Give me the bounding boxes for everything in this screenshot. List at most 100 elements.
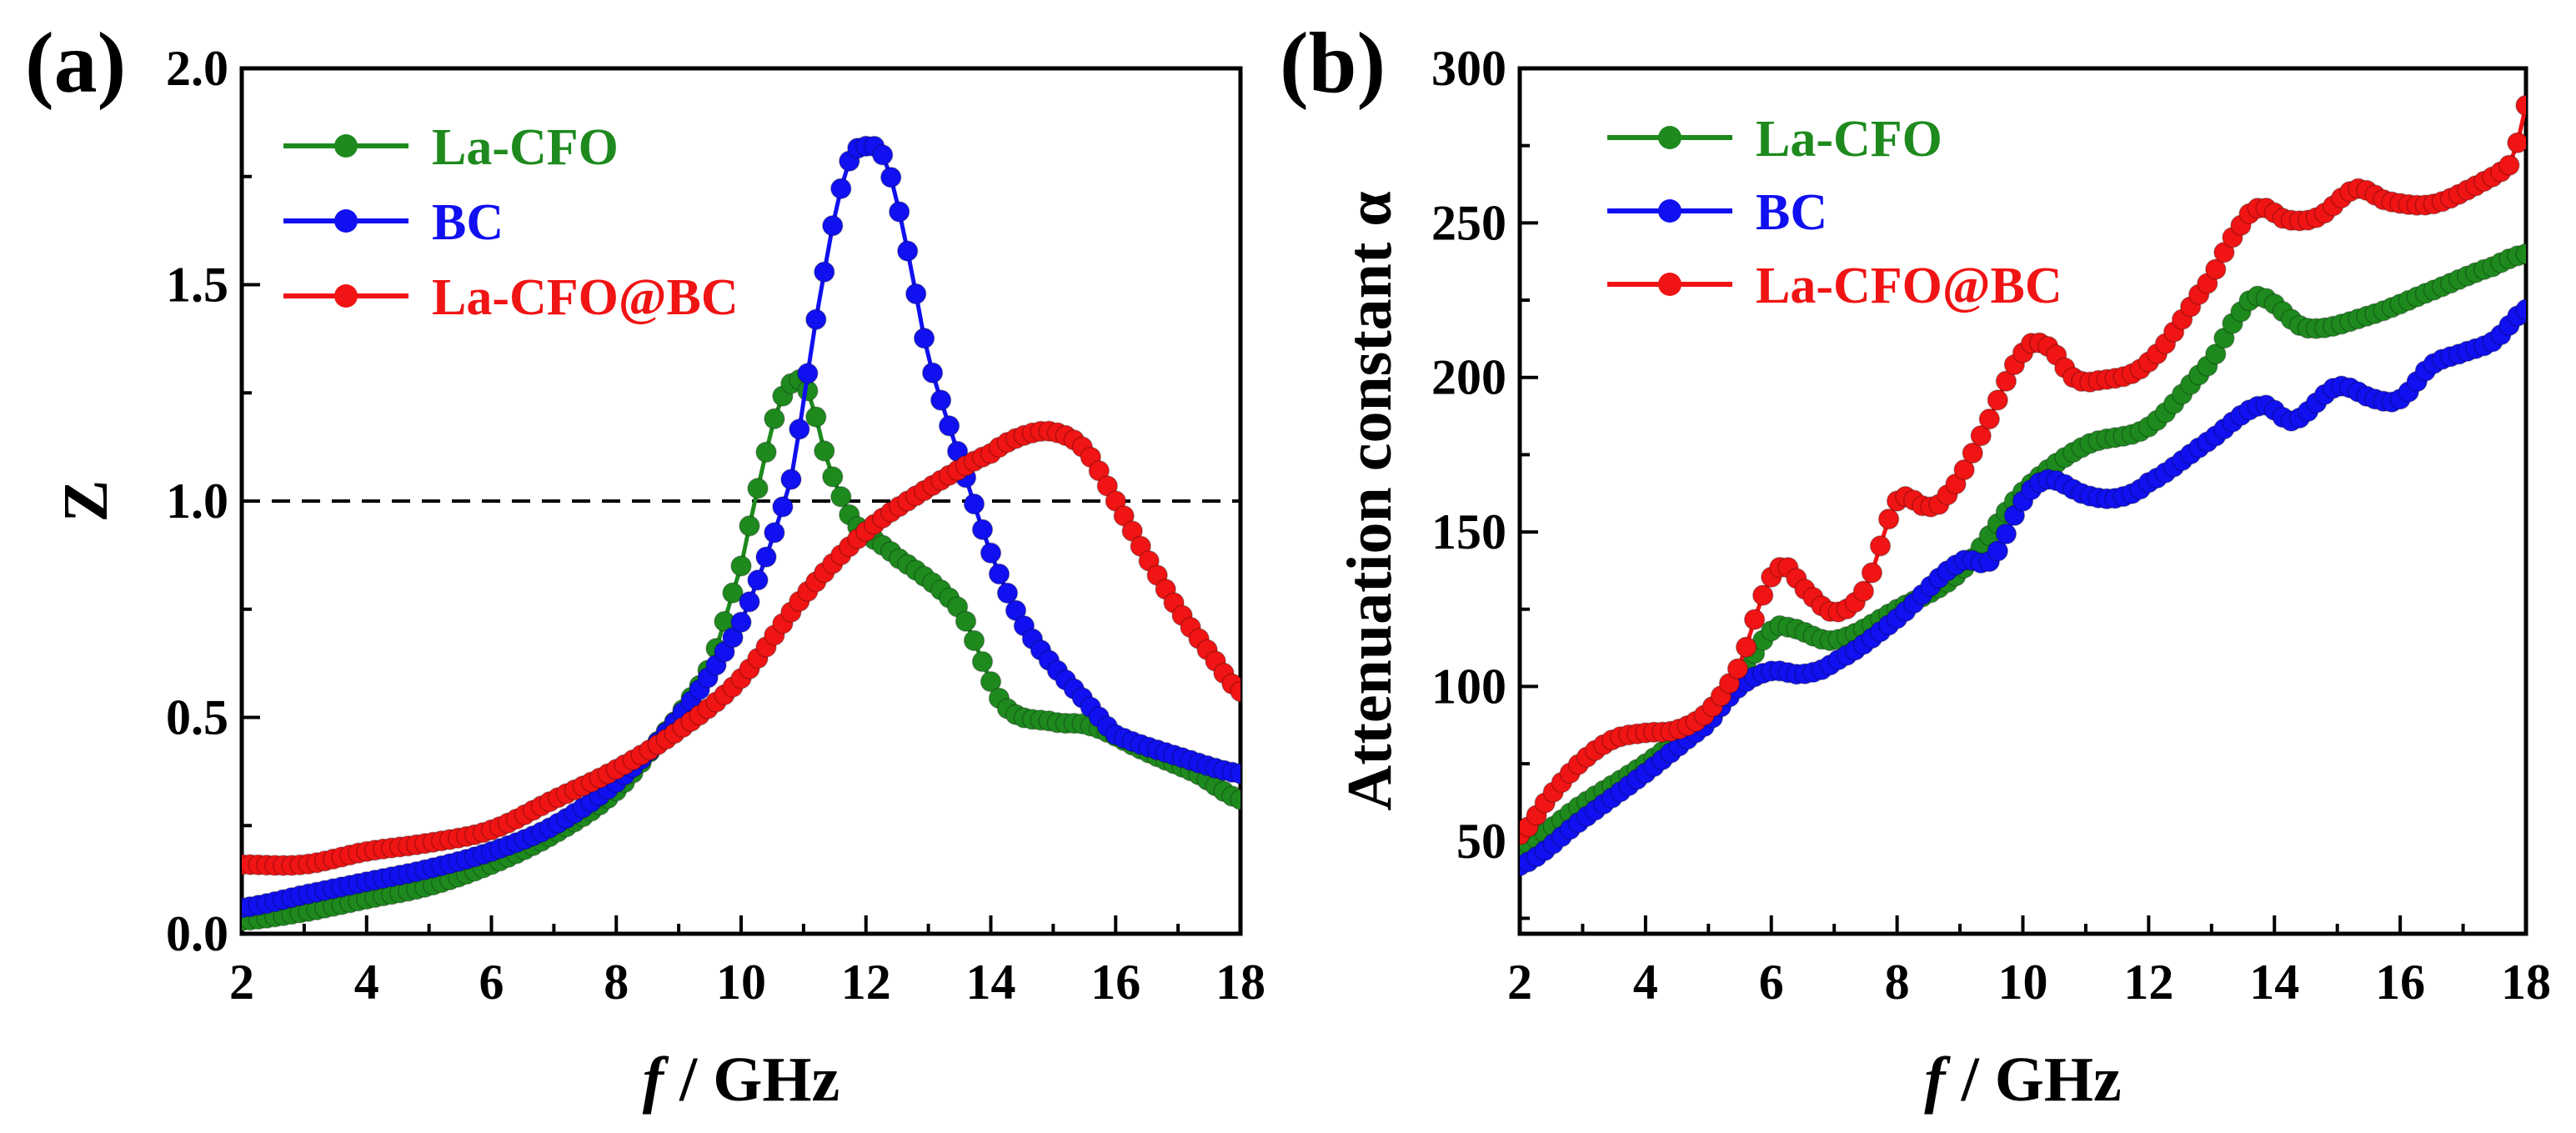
data-point xyxy=(1230,680,1240,703)
data-point xyxy=(755,546,777,568)
x-axis-title: f / GHz xyxy=(643,1045,839,1115)
data-point xyxy=(739,591,760,613)
data-point xyxy=(1852,580,1875,602)
x-tick-label: 10 xyxy=(716,955,766,1010)
data-point xyxy=(739,515,760,537)
x-tick-label: 12 xyxy=(841,955,891,1010)
data-point xyxy=(1727,658,1749,679)
data-point xyxy=(2515,243,2526,265)
y-tick-label: 1.0 xyxy=(166,474,228,529)
data-point xyxy=(921,362,944,384)
data-point xyxy=(814,261,835,283)
plot-area xyxy=(242,135,1240,932)
data-point xyxy=(996,582,1019,604)
legend-label: BC xyxy=(432,194,504,251)
x-tick-label: 2 xyxy=(229,955,254,1010)
data-point xyxy=(1861,562,1883,584)
x-tick-label: 16 xyxy=(1090,955,1140,1010)
data-point xyxy=(772,496,794,518)
y-tick-label: 100 xyxy=(1431,659,1506,714)
x-tick-label: 8 xyxy=(604,955,629,1010)
data-point xyxy=(789,419,810,440)
data-point xyxy=(1987,540,2009,562)
data-point xyxy=(2515,298,2526,320)
data-point xyxy=(1743,609,1766,630)
legend-label: BC xyxy=(1756,184,1827,241)
y-tick-label: 0.0 xyxy=(166,906,228,961)
legend: La-CFO BC La-CFO@BC xyxy=(1607,111,2062,314)
x-tick-label: 6 xyxy=(479,955,504,1010)
x-tick-label: 12 xyxy=(2123,955,2173,1010)
data-point xyxy=(805,406,827,428)
data-point xyxy=(1978,408,2001,430)
data-point xyxy=(888,201,910,223)
data-point xyxy=(805,308,827,330)
data-point xyxy=(2205,343,2227,365)
y-tick-label: 0.5 xyxy=(166,690,228,745)
data-point xyxy=(722,582,744,604)
x-tick-label: 4 xyxy=(1633,955,1658,1010)
x-tick-label: 10 xyxy=(1998,955,2048,1010)
data-point xyxy=(1987,389,2009,411)
data-point xyxy=(797,363,819,384)
legend-marker xyxy=(334,284,358,308)
series-bc xyxy=(1520,298,2526,877)
x-tick-label: 14 xyxy=(966,955,1016,1010)
x-tick-label: 4 xyxy=(354,955,379,1010)
chart-panel-b: 2 4 6 8 10 12 14 16 1850100150200250300La-CFOBCL… xyxy=(1280,15,2551,1115)
x-axis-title: f / GHz xyxy=(1924,1045,2121,1115)
chart-panel-a: 2 4 6 8 10 12 14 16 180.00.51.01.52.0La-CFOBCLa-… xyxy=(25,15,1265,1115)
data-point xyxy=(814,440,835,462)
data-point xyxy=(971,650,994,673)
data-point xyxy=(764,522,785,544)
x-tick-label: 18 xyxy=(2501,955,2551,1010)
data-point xyxy=(2507,132,2526,153)
x-tick-label: 16 xyxy=(2375,955,2425,1010)
legend-marker xyxy=(1658,126,1681,149)
data-point xyxy=(2498,154,2520,176)
x-axis-title-unit: / GHz xyxy=(664,1045,839,1115)
y-axis-title: Attenuation constant α xyxy=(1335,191,1405,810)
legend-marker xyxy=(1658,273,1681,296)
legend: La-CFO BC La-CFO@BC xyxy=(283,119,739,326)
series-la-cfo-bc xyxy=(242,420,1240,876)
y-tick-label: 50 xyxy=(1456,814,1506,869)
series-line xyxy=(242,429,1240,868)
data-point xyxy=(830,486,852,508)
data-point xyxy=(1869,535,1892,557)
data-point xyxy=(1735,636,1757,658)
data-point xyxy=(971,519,994,540)
x-axis-title-unit: / GHz xyxy=(1946,1045,2122,1115)
x-tick-label: 14 xyxy=(2249,955,2299,1010)
data-point xyxy=(1752,584,1774,606)
legend-label: La-CFO@BC xyxy=(1756,258,2062,314)
data-point xyxy=(1995,523,2017,545)
panel-label: (b) xyxy=(1280,15,1386,111)
data-point xyxy=(822,466,844,488)
data-point xyxy=(871,144,894,166)
data-point xyxy=(2205,258,2227,280)
plot-area xyxy=(1520,94,2526,877)
data-point xyxy=(780,469,802,490)
data-point xyxy=(822,214,844,237)
data-point xyxy=(1970,424,1992,447)
data-point xyxy=(730,555,752,577)
panel-label: (a) xyxy=(25,15,126,111)
data-point xyxy=(747,569,769,591)
data-point xyxy=(1230,789,1240,810)
y-tick-label: 2.0 xyxy=(166,41,228,96)
y-tick-label: 200 xyxy=(1431,350,1506,405)
data-point xyxy=(880,166,902,188)
data-point xyxy=(963,629,985,652)
data-point xyxy=(747,478,769,499)
data-point xyxy=(1995,370,2017,392)
y-tick-label: 1.5 xyxy=(166,258,228,313)
data-point xyxy=(896,240,919,262)
data-point xyxy=(1962,442,1983,464)
legend-marker xyxy=(334,209,358,233)
data-point xyxy=(913,327,935,349)
data-point xyxy=(1877,508,1900,530)
data-point xyxy=(905,283,927,305)
y-tick-label: 250 xyxy=(1431,195,1506,250)
